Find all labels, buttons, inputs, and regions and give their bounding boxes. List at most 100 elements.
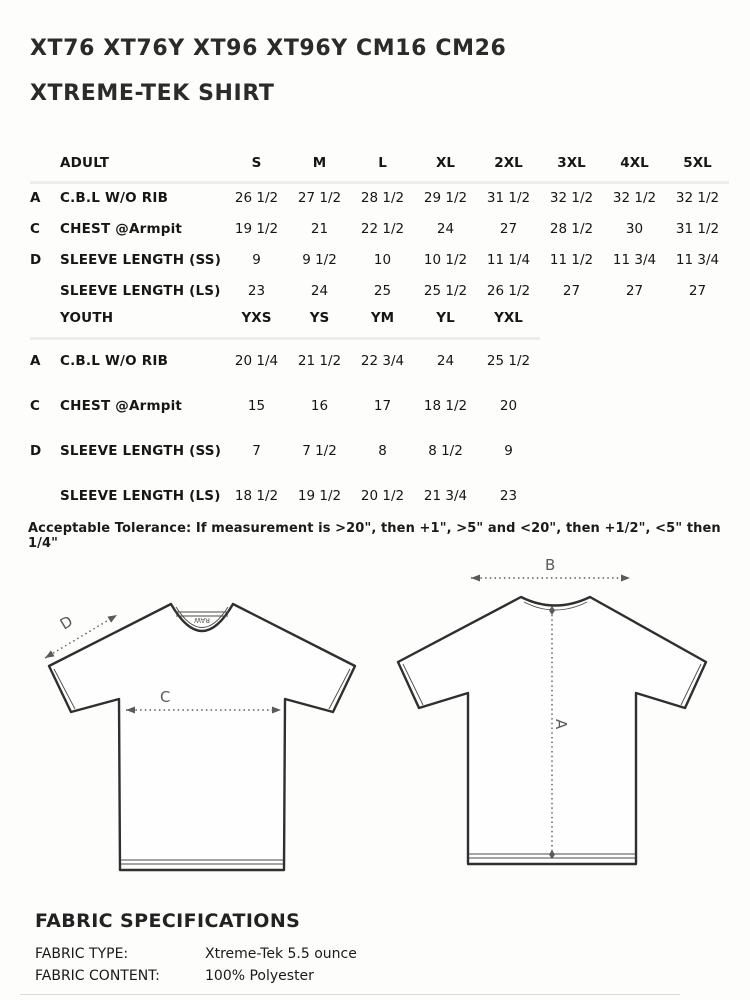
table-row: D SLEEVE LENGTH (SS) 9 9 1/2 10 10 1/2 1… xyxy=(30,244,729,275)
size-column-header: L xyxy=(351,146,414,184)
adult-group-label: ADULT xyxy=(60,146,225,184)
size-value-cell: 7 xyxy=(252,442,261,459)
size-value-cell: 25 1/2 xyxy=(423,282,468,299)
measurement-label: CHEST @Armpit xyxy=(60,220,183,237)
measurement-label: C.B.L W/O RIB xyxy=(60,353,169,370)
size-column-header: 4XL xyxy=(603,146,666,184)
size-value-cell: 20 xyxy=(499,397,518,414)
measurement-label: SLEEVE LENGTH (SS) xyxy=(60,442,222,459)
line-end-diamond xyxy=(549,606,555,615)
table-row: D SLEEVE LENGTH (SS) 7 7 1/2 8 8 1/2 9 xyxy=(30,428,540,473)
size-value-cell: 9 xyxy=(504,442,513,459)
table-row: SLEEVE LENGTH (LS) 18 1/2 19 1/2 20 1/2 … xyxy=(30,473,540,518)
youth-group-label: YOUTH xyxy=(60,300,225,340)
size-value-cell: 24 xyxy=(436,220,455,237)
size-value-cell: 20 1/2 xyxy=(360,487,405,504)
table-row: A C.B.L W/O RIB 26 1/2 27 1/2 28 1/2 29 … xyxy=(30,182,729,213)
row-letter-cell xyxy=(30,473,60,518)
size-column-header: 2XL xyxy=(477,146,540,184)
row-letter-cell: A xyxy=(30,190,41,207)
row-letter-cell xyxy=(30,146,60,184)
size-value-cell: 32 1/2 xyxy=(675,190,720,207)
front-hem-stitch xyxy=(121,859,283,865)
size-value-cell: 11 1/4 xyxy=(486,251,531,268)
title-block: XT76 XT76Y XT96 XT96Y CM16 CM26 XTREME-T… xyxy=(30,26,506,116)
size-value-cell: 24 xyxy=(436,353,455,370)
front-shirt-outline xyxy=(47,602,357,872)
size-column-header: YL xyxy=(414,300,477,340)
row-letter-cell: D xyxy=(30,251,42,268)
size-column-header: YXL xyxy=(477,300,540,340)
table-row: C CHEST @Armpit 15 16 17 18 1/2 20 xyxy=(30,383,540,428)
size-column-header: YS xyxy=(288,300,351,340)
size-value-cell: 21 3/4 xyxy=(423,487,468,504)
left-cuff-stitch xyxy=(402,663,424,706)
arrowhead xyxy=(107,615,117,623)
size-value-cell: 27 xyxy=(499,220,518,237)
size-value-cell: 10 1/2 xyxy=(423,251,468,268)
size-value-cell: 10 xyxy=(373,251,392,268)
chest-measure-label: C xyxy=(160,688,170,706)
size-column-header: YM xyxy=(351,300,414,340)
measurement-label: SLEEVE LENGTH (LS) xyxy=(60,282,221,299)
bottom-divider xyxy=(20,994,680,995)
body-length-measure-label: A xyxy=(552,719,570,730)
arrowhead xyxy=(45,650,55,658)
table-row: SLEEVE LENGTH (LS) 23 24 25 25 1/2 26 1/… xyxy=(30,275,729,306)
size-value-cell: 28 1/2 xyxy=(360,190,405,207)
size-value-cell: 30 xyxy=(625,220,644,237)
model-numbers-title: XT76 XT76Y XT96 XT96Y CM16 CM26 xyxy=(30,36,507,61)
size-value-cell: 23 xyxy=(247,282,266,299)
size-value-cell: 18 1/2 xyxy=(234,487,279,504)
size-value-cell: 25 1/2 xyxy=(486,353,531,370)
size-value-cell: 32 1/2 xyxy=(612,190,657,207)
size-value-cell: 27 1/2 xyxy=(297,190,342,207)
size-value-cell: 18 1/2 xyxy=(423,397,468,414)
size-value-cell: 24 xyxy=(310,282,329,299)
size-value-cell: 19 1/2 xyxy=(234,220,279,237)
front-neck-opening xyxy=(170,603,234,632)
size-column-header: YXS xyxy=(225,300,288,340)
size-value-cell: 8 xyxy=(378,442,387,459)
line-end-diamond xyxy=(549,850,555,859)
fabric-content-label: FABRIC CONTENT: xyxy=(35,968,160,984)
row-letter-cell: C xyxy=(30,397,40,414)
size-value-cell: 8 1/2 xyxy=(428,442,463,459)
size-value-cell: 27 xyxy=(562,282,581,299)
size-column-header: 5XL xyxy=(666,146,729,184)
youth-size-table: YOUTH YXS YS YM YL YXL A C.B.L W/O RIB 2… xyxy=(30,300,540,518)
measurement-label: SLEEVE LENGTH (LS) xyxy=(60,487,221,504)
size-value-cell: 9 1/2 xyxy=(302,251,337,268)
size-value-cell: 19 1/2 xyxy=(297,487,342,504)
measurement-label: CHEST @Armpit xyxy=(60,397,183,414)
fabric-content-value: 100% Polyester xyxy=(205,968,314,984)
arrowhead xyxy=(471,574,480,582)
size-value-cell: 26 1/2 xyxy=(234,190,279,207)
left-cuff-stitch xyxy=(53,668,76,710)
youth-header-row: YOUTH YXS YS YM YL YXL xyxy=(30,300,540,340)
fabric-type-value: Xtreme-Tek 5.5 ounce xyxy=(205,946,357,962)
fabric-specs-heading: FABRIC SPECIFICATIONS xyxy=(35,910,301,932)
size-value-cell: 11 1/2 xyxy=(549,251,594,268)
row-letter-cell: D xyxy=(30,442,42,459)
size-value-cell: 31 1/2 xyxy=(486,190,531,207)
neck-tag-text: RAW xyxy=(194,616,210,624)
size-value-cell: 31 1/2 xyxy=(675,220,720,237)
arrowhead xyxy=(621,574,630,582)
product-name-title: XTREME-TEK SHIRT xyxy=(30,81,275,106)
size-value-cell: 21 xyxy=(310,220,329,237)
arrowhead xyxy=(126,706,135,714)
right-cuff-stitch xyxy=(680,663,702,706)
size-value-cell: 23 xyxy=(499,487,518,504)
size-value-cell: 11 3/4 xyxy=(675,251,720,268)
size-value-cell: 29 1/2 xyxy=(423,190,468,207)
front-collar-band-line xyxy=(175,611,229,617)
size-column-header: S xyxy=(225,146,288,184)
size-value-cell: 11 3/4 xyxy=(612,251,657,268)
back-shirt-diagram: B A xyxy=(396,556,708,866)
size-value-cell: 15 xyxy=(247,397,266,414)
fabric-type-label: FABRIC TYPE: xyxy=(35,946,129,962)
right-cuff-stitch xyxy=(328,668,351,710)
fabric-content-row: FABRIC CONTENT: 100% Polyester xyxy=(35,968,314,984)
